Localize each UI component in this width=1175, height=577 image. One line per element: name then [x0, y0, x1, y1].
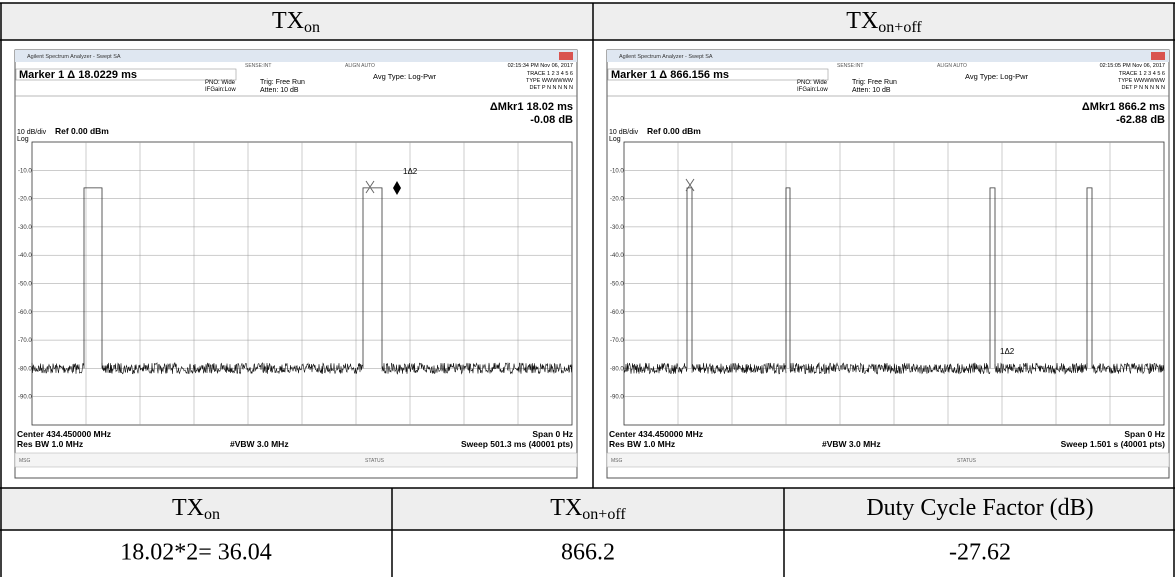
ifgain: IFGain:Low — [205, 87, 236, 93]
status-bar — [15, 453, 577, 467]
marker: Marker 1 Δ 866.156 ms — [611, 69, 729, 81]
app-title: Agilent Spectrum Analyzer - Swept SA — [27, 54, 121, 60]
y-axis-label: -60.0 — [610, 310, 624, 316]
header-row — [0, 3, 1175, 40]
y-axis-label: -60.0 — [18, 310, 32, 316]
atten: Atten: 10 dB — [260, 87, 299, 94]
ref: Ref 0.00 dBm — [647, 126, 701, 136]
align: ALIGN AUTO — [345, 63, 375, 69]
status-bar — [607, 453, 1169, 467]
y-axis-label: -80.0 — [610, 366, 624, 372]
center: Center 434.450000 MHz — [17, 429, 111, 439]
delta-value: -62.88 dB — [1116, 114, 1165, 126]
vbw: #VBW 3.0 MHz — [822, 439, 881, 449]
y-axis-label: -70.0 — [610, 338, 624, 344]
text-main: Duty Cycle Factor (dB) — [866, 495, 1093, 521]
y-axis-label: -80.0 — [18, 366, 32, 372]
ref: Ref 0.00 dBm — [55, 126, 109, 136]
det: DET P N N N N N — [530, 85, 574, 91]
msg: MSG — [19, 458, 31, 464]
sweep: Sweep 1.501 s (40001 pts) — [1061, 439, 1166, 449]
scale: 10 dB/div — [17, 129, 47, 136]
delta-value: -0.08 dB — [530, 114, 573, 126]
marker-label: 1Δ2 — [1000, 347, 1015, 356]
y-axis-label: -70.0 — [18, 338, 32, 344]
document: TXonTXon+offTXonTXon+offDuty Cycle Facto… — [0, 0, 1175, 577]
y-axis-label: -10.0 — [610, 168, 624, 174]
window-close — [559, 52, 573, 60]
det: DET P N N N N N — [1122, 85, 1166, 91]
pno: PNO: Wide — [205, 80, 236, 86]
sense: SENSE:INT — [245, 63, 271, 69]
align: ALIGN AUTO — [937, 63, 967, 69]
sweep: Sweep 501.3 ms (40001 pts) — [461, 439, 573, 449]
result-value: 866.2 — [561, 540, 615, 566]
span: Span 0 Hz — [532, 429, 573, 439]
text-subscript: on — [204, 506, 220, 523]
text-subscript: on+off — [582, 506, 626, 523]
text-main: TX — [550, 495, 582, 521]
text-main: TX — [172, 495, 204, 521]
text-main: TX — [846, 8, 878, 34]
trace: TRACE 1 2 3 4 5 6 — [527, 71, 573, 77]
scale: 10 dB/div — [609, 129, 639, 136]
trace-type: TYPE WWWWWW — [1118, 78, 1166, 84]
res-bw: Res BW 1.0 MHz — [609, 439, 675, 449]
marker-label: 1Δ2 — [403, 167, 418, 176]
avg-type: Avg Type: Log-Pwr — [373, 72, 437, 81]
span: Span 0 Hz — [1124, 429, 1165, 439]
y-axis-label: -20.0 — [610, 197, 624, 203]
log: Log — [17, 136, 29, 143]
y-axis-label: -30.0 — [610, 225, 624, 231]
center: Center 434.450000 MHz — [609, 429, 703, 439]
analyzer-screenshot: Agilent Spectrum Analyzer - Swept SA SENS… — [607, 50, 1169, 478]
y-axis-label: -40.0 — [610, 253, 624, 259]
delta-marker: ΔMkr1 866.2 ms — [1082, 101, 1165, 113]
trig: Trig: Free Run — [260, 79, 305, 86]
status: STATUS — [365, 458, 385, 464]
trig: Trig: Free Run — [852, 79, 897, 86]
trace: TRACE 1 2 3 4 5 6 — [1119, 71, 1165, 77]
result-value: 18.02*2= 36.04 — [120, 540, 272, 566]
analyzer-screenshot: Agilent Spectrum Analyzer - Swept SA SENS… — [15, 50, 577, 478]
y-axis-label: -90.0 — [18, 395, 32, 401]
ifgain: IFGain:Low — [797, 87, 828, 93]
text-main: TX — [272, 8, 304, 34]
y-axis-label: -50.0 — [610, 282, 624, 288]
res-bw: Res BW 1.0 MHz — [17, 439, 83, 449]
trace-type: TYPE WWWWWW — [526, 78, 574, 84]
text-subscript: on — [304, 19, 320, 36]
delta-marker: ΔMkr1 18.02 ms — [490, 101, 573, 113]
text-subscript: on+off — [878, 19, 922, 36]
result-header: Duty Cycle Factor (dB) — [866, 495, 1093, 521]
y-axis-label: -20.0 — [18, 197, 32, 203]
vbw: #VBW 3.0 MHz — [230, 439, 289, 449]
window-close — [1151, 52, 1165, 60]
page: TXonTXon+offTXonTXon+offDuty Cycle Facto… — [0, 0, 1175, 577]
timestamp: 02:15:34 PM Nov 06, 2017 — [508, 63, 573, 69]
atten: Atten: 10 dB — [852, 87, 891, 94]
y-axis-label: -30.0 — [18, 225, 32, 231]
sense: SENSE:INT — [837, 63, 863, 69]
y-axis-label: -90.0 — [610, 395, 624, 401]
y-axis-label: -10.0 — [18, 168, 32, 174]
pno: PNO: Wide — [797, 80, 828, 86]
msg: MSG — [611, 458, 623, 464]
status: STATUS — [957, 458, 977, 464]
log: Log — [609, 136, 621, 143]
marker: Marker 1 Δ 18.0229 ms — [19, 69, 137, 81]
avg-type: Avg Type: Log-Pwr — [965, 72, 1029, 81]
timestamp: 02:15:05 PM Nov 06, 2017 — [1100, 63, 1165, 69]
y-axis-label: -40.0 — [18, 253, 32, 259]
app-title: Agilent Spectrum Analyzer - Swept SA — [619, 54, 713, 60]
y-axis-label: -50.0 — [18, 282, 32, 288]
result-value: -27.62 — [949, 540, 1011, 566]
